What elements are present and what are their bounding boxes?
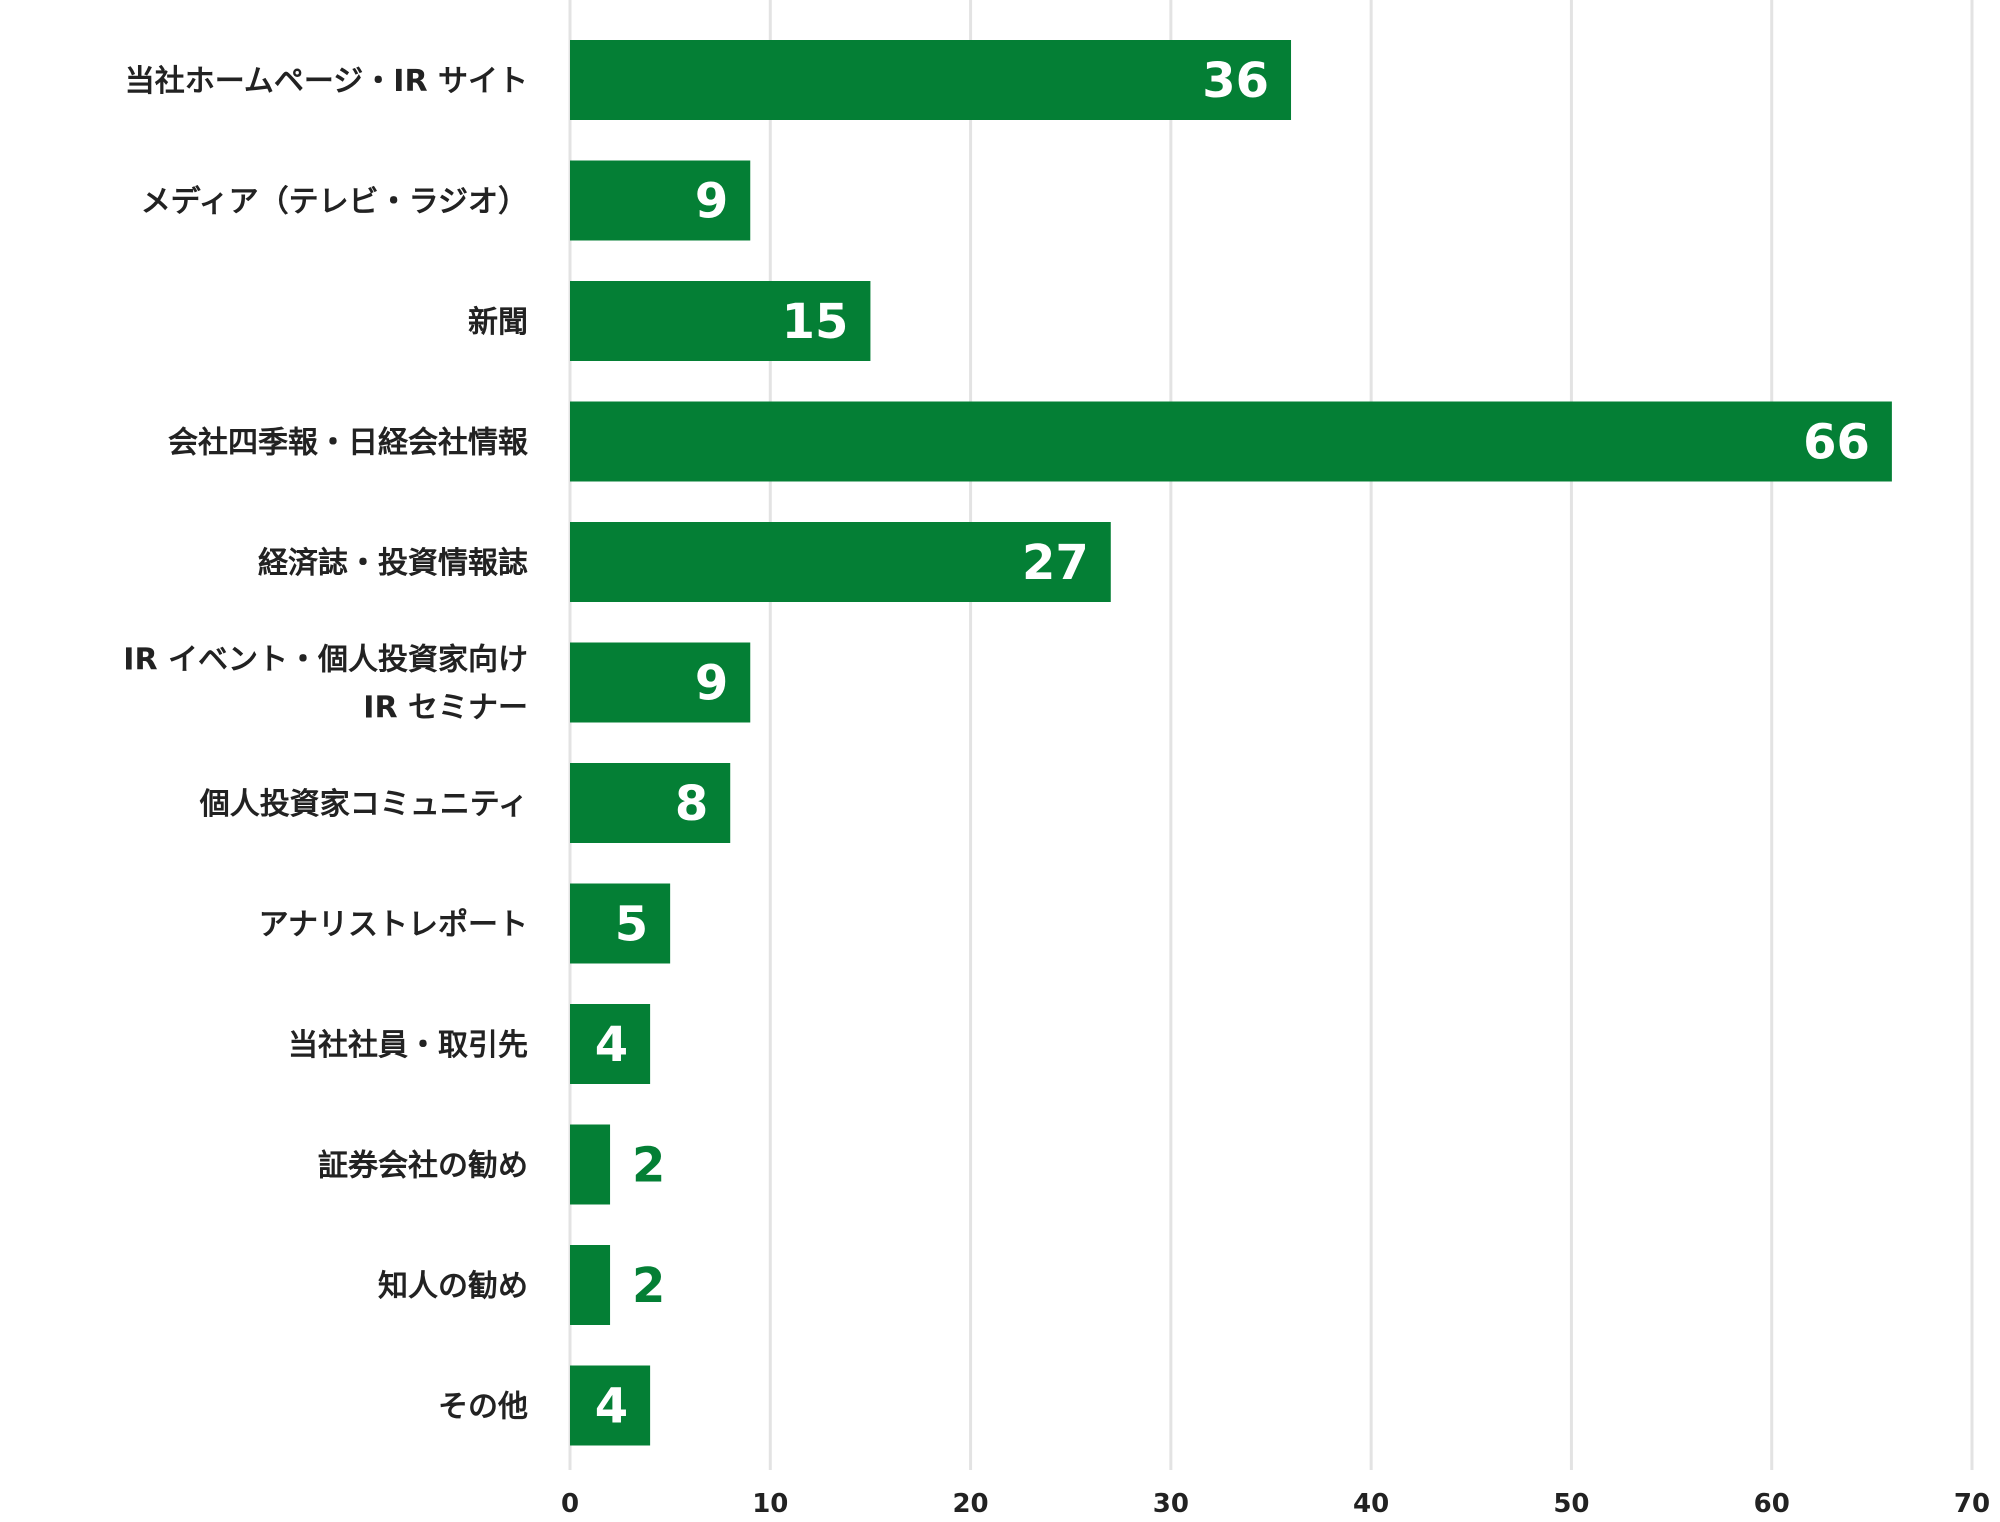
data-label: 8 xyxy=(675,776,708,832)
data-label: 2 xyxy=(632,1258,665,1314)
bar xyxy=(570,1245,611,1325)
category-label: 当社社員・取引先 xyxy=(288,1028,528,1063)
bar xyxy=(570,40,1292,120)
category-label: 当社ホームページ・IR サイト xyxy=(125,64,528,99)
data-labels: 36 9 15 66 27 9 8 5 4 2 2 4 xyxy=(595,53,1870,1435)
bar xyxy=(570,763,731,843)
data-label: 9 xyxy=(695,656,728,712)
category-label: IR イベント・個人投資家向け xyxy=(123,643,528,678)
x-tick-label: 60 xyxy=(1754,1489,1790,1519)
data-label: 27 xyxy=(1022,535,1089,591)
data-label: 4 xyxy=(595,1017,628,1073)
bar xyxy=(570,401,1892,482)
category-label: アナリストレポート xyxy=(259,908,528,943)
bar xyxy=(570,1365,651,1446)
x-tick-label: 10 xyxy=(752,1489,788,1519)
data-label: 9 xyxy=(695,174,728,230)
bar xyxy=(570,160,751,241)
bar xyxy=(570,1004,651,1084)
bar xyxy=(570,642,751,723)
x-tick-label: 20 xyxy=(952,1489,988,1519)
x-tick-label: 40 xyxy=(1353,1489,1389,1519)
category-label: IR セミナー xyxy=(363,691,528,726)
bar xyxy=(570,1124,611,1205)
grid-lines xyxy=(568,0,1974,1470)
bars xyxy=(570,40,1892,1446)
category-label: その他 xyxy=(438,1390,528,1425)
bar xyxy=(570,281,871,361)
data-label: 2 xyxy=(632,1138,665,1194)
category-label: メディア（テレビ・ラジオ） xyxy=(141,185,528,220)
category-label: 証券会社の勧め xyxy=(318,1149,528,1184)
data-label: 4 xyxy=(595,1379,628,1435)
x-axis-tick-labels: 0 10 20 30 40 50 60 70 xyxy=(561,1489,1990,1519)
data-label: 5 xyxy=(615,897,648,953)
data-label: 66 xyxy=(1803,415,1870,471)
category-label: 会社四季報・日経会社情報 xyxy=(168,426,529,461)
bar xyxy=(570,522,1111,602)
category-label: 経済誌・投資情報誌 xyxy=(258,546,528,581)
data-label: 36 xyxy=(1202,53,1269,109)
category-label: 新聞 xyxy=(468,305,528,340)
data-label: 15 xyxy=(782,294,849,350)
category-label: 個人投資家コミュニティ xyxy=(199,787,528,822)
x-tick-label: 30 xyxy=(1153,1489,1189,1519)
category-label: 知人の勧め xyxy=(378,1269,528,1304)
x-tick-label: 70 xyxy=(1954,1489,1990,1519)
x-tick-label: 0 xyxy=(561,1489,579,1519)
bar xyxy=(570,883,671,964)
x-tick-label: 50 xyxy=(1553,1489,1589,1519)
